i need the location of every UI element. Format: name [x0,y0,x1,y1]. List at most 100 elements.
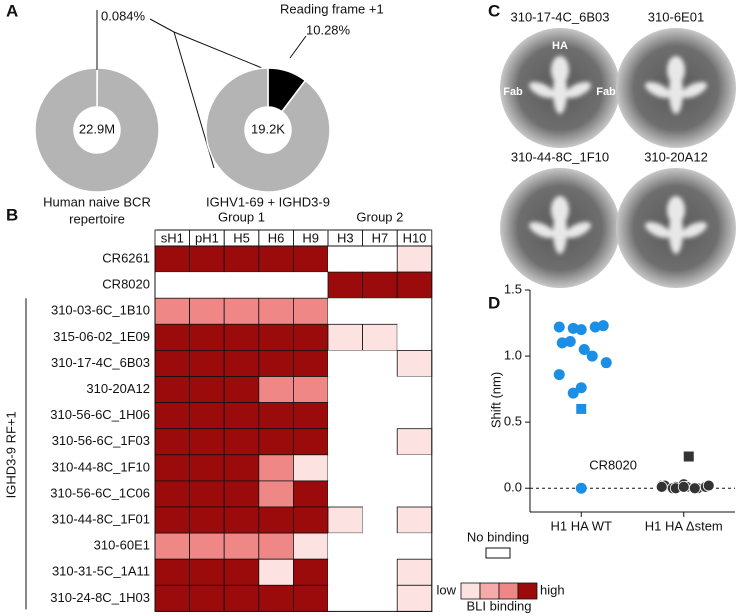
heat-cell [189,532,225,560]
heat-cell [362,323,398,351]
y-tick-label: 0.0 [504,480,522,495]
leader [289,35,307,59]
heat-cell [292,323,329,351]
column-label: H9 [302,230,319,245]
x-tick-label: H1 HA WT [551,518,612,533]
row-label: 310-56-6C_1H06 [50,407,150,422]
heat-cell [258,272,294,299]
x-tick-label: H1 HA Δstem [645,518,723,533]
heat-cell [292,480,329,508]
heat-cell [292,506,329,534]
heat-cell [223,297,260,325]
row-label: 310-24-8C_1H03 [50,590,150,605]
heat-cell [223,402,260,430]
particle [645,56,707,114]
heat-cell [224,272,259,299]
row-label: 315-06-02_1E09 [53,329,150,344]
row-label: 310-44-8C_1F10 [52,459,150,474]
pie-slice [34,67,160,193]
image-label: 310-17-4C_6B03 [510,9,609,24]
heat-cell [189,376,225,404]
heat-cell [293,272,328,299]
heat-cell [396,584,433,612]
heat-cell [258,245,294,273]
heat-cell [292,428,329,456]
column-label: H6 [268,230,285,245]
table-border [154,245,433,612]
dot-annotation: CR8020 [589,458,637,473]
heat-cell [328,559,363,586]
heat-cell [258,402,294,430]
slice-name: Reading frame +1 [280,1,384,16]
dot [677,480,690,493]
heat-cell [223,245,260,273]
heat-cell [292,558,329,586]
dot [553,369,565,381]
particle-part [645,81,671,99]
heat-cell [154,506,190,534]
y-label: Shift (nm) [488,372,503,428]
heat-cell [258,454,294,482]
heat-cell [397,298,432,325]
y-tick-label: 0.5 [504,414,522,429]
heat-cell [362,507,398,534]
row-label: 310-44-8C_1F01 [52,511,150,526]
dot [586,350,598,362]
heat-cell [396,349,433,377]
particle-part [669,70,683,114]
dot [575,382,587,394]
em-annotation: Fab [596,86,616,98]
heat-cell [258,428,294,456]
heat-cell [396,558,433,586]
legend-swatch [460,582,481,600]
heat-cell [189,584,225,612]
row-label: 310-17-4C_6B03 [51,355,150,370]
pie-slice [205,67,331,193]
heat-cell [189,402,225,430]
heat-cell [396,271,433,299]
dot [600,357,612,369]
heat-cell [258,376,294,404]
dot [564,336,576,348]
heat-cell [258,558,294,586]
row-label: CR6261 [102,250,150,265]
heat-cell [223,349,260,377]
heat-cell [223,454,260,482]
heat-cell [292,376,329,404]
dot [553,321,565,333]
heat-cell [223,506,260,534]
heat-cell [154,428,190,456]
legend-none: No binding [467,529,529,544]
dot [578,343,590,355]
heat-cell [223,323,260,351]
heat-cell [397,533,432,560]
legend-high: high [540,582,565,597]
caption: repertoire [69,211,125,226]
heat-cell [328,428,363,455]
caption: Human naive BCR [43,194,151,209]
heat-cell [396,506,433,534]
heat-cell [328,454,363,481]
heat-cell [223,428,260,456]
legend-swatch [479,582,500,600]
heat-cell [328,402,363,429]
center-label: 22.9M [79,121,115,136]
heat-cell [223,584,260,612]
heat-cell [292,532,329,560]
heat-cell [258,297,294,325]
image-label: 310-6E01 [648,9,704,24]
row-label: 310-20A12 [86,381,150,396]
heat-cell [292,349,329,377]
heat-cell [362,533,398,560]
heat-cell [189,506,225,534]
row-label: 310-31-5C_1A11 [52,564,150,579]
heat-cell [328,350,363,377]
center-label: 19.2K [251,121,285,136]
row-label: 310-56-6C_1C06 [50,485,150,500]
heat-cell [292,584,329,612]
heat-cell [362,402,398,429]
heat-cell [258,349,294,377]
heat-cell [397,480,432,507]
